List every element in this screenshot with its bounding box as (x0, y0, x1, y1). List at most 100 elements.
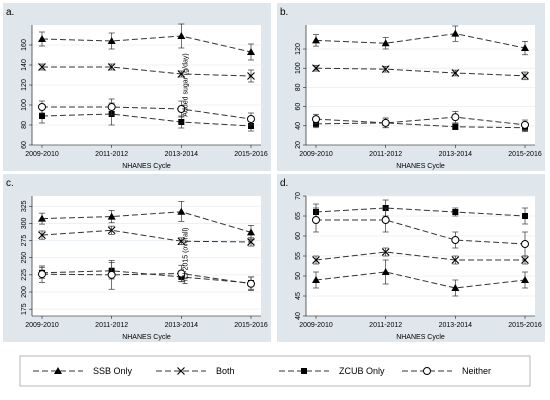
legend-label: ZCUB Only (339, 366, 385, 376)
series-line (42, 106, 252, 120)
data-point (107, 63, 116, 71)
data-point (521, 276, 529, 283)
y-tick-label: 55 (295, 252, 302, 260)
legend-item: ZCUB Only (279, 366, 385, 376)
x-tick-label: 2013-2014 (165, 322, 199, 329)
x-tick-label: 2011-2012 (95, 322, 128, 329)
legend-marker (301, 368, 307, 374)
legend: SSB Only Both ZCUB Only Neither (19, 355, 531, 387)
data-point (247, 48, 255, 55)
data-point (521, 120, 529, 129)
x-tick-label: 2009-2010 (25, 151, 59, 158)
series-line (315, 122, 526, 129)
data-point (178, 119, 185, 125)
x-tick-label: 2013-2014 (439, 151, 473, 158)
data-point (452, 209, 459, 215)
series-both (312, 247, 529, 265)
y-tick-label: 65 (295, 212, 302, 220)
chart-panel: 40 45 50 55 60 65 70 2009-2010 2011-2012 2013-201… (277, 174, 545, 342)
x-axis-title: NHANES Cycle (122, 163, 171, 170)
series-neither (312, 111, 529, 130)
legend-label: Both (216, 366, 235, 376)
data-point (107, 37, 116, 44)
data-point (451, 284, 460, 291)
data-point (381, 216, 390, 224)
y-tick-label: 140 (21, 59, 28, 71)
data-point (381, 118, 390, 127)
x-tick-label: 2011-2012 (369, 151, 402, 158)
data-point (451, 69, 460, 77)
series-both (312, 64, 529, 81)
data-point (521, 256, 529, 264)
y-tick-label: 80 (295, 83, 302, 91)
x-tick-label: 2011-2012 (369, 322, 402, 329)
data-point (177, 207, 186, 215)
y-tick-label: 70 (295, 192, 302, 200)
y-tick-label: 250 (21, 252, 28, 264)
series-line (315, 251, 525, 261)
y-tick-label: 100 (295, 62, 302, 74)
series-line (42, 66, 252, 77)
chart-panel: 20 40 60 80 100 120 2009-2010 2011-2012 2013-201… (277, 3, 545, 171)
data-point (312, 276, 320, 283)
x-tick-label: 2015-2016 (508, 151, 542, 158)
series-line (41, 211, 252, 233)
data-point (451, 236, 460, 244)
data-point (381, 268, 390, 275)
x-tick-label: 2013-2014 (439, 322, 473, 329)
series-neither (38, 98, 255, 126)
chart-panel: 60 80 100 120 140 160 2009-2010 2011-2012 2013-2… (3, 3, 271, 171)
data-point (247, 72, 255, 80)
series-line (315, 33, 526, 49)
series-line (315, 67, 526, 77)
y-tick-label: 200 (21, 286, 28, 298)
x-tick-label: 2009-2010 (25, 322, 59, 329)
data-point (107, 103, 116, 111)
plot-area (32, 196, 261, 316)
legend-marker (177, 367, 185, 375)
data-point (177, 32, 186, 39)
legend-label: SSB Only (93, 366, 133, 376)
data-point (312, 64, 320, 73)
data-point (107, 212, 116, 220)
legend-box (19, 355, 531, 387)
x-tick-label: 2015-2016 (234, 151, 268, 158)
chart-panel: 175 200 225 250 275 300 325 2009-2010 2011-2012 2… (3, 174, 271, 342)
y-tick-label: 40 (295, 312, 302, 320)
x-tick-label: 2015-2016 (234, 322, 268, 329)
data-point (381, 248, 390, 256)
legend-marker (54, 367, 62, 374)
data-point (38, 270, 46, 279)
y-tick-label: 40 (295, 122, 302, 130)
y-tick-label: 175 (21, 303, 28, 315)
y-tick-label: 60 (295, 232, 302, 240)
y-axis-title: Added sugar (g/day) (182, 53, 189, 116)
data-point (107, 270, 116, 279)
series-neither (312, 207, 529, 257)
x-tick-label: 2013-2014 (165, 151, 199, 158)
data-point (39, 113, 45, 119)
data-point (177, 237, 186, 246)
data-point (381, 65, 390, 74)
series-ssb-only (312, 259, 529, 297)
series-line (41, 229, 252, 243)
data-point (521, 44, 529, 52)
data-point (38, 63, 46, 71)
data-point (107, 226, 116, 235)
x-tick-label: 2015-2016 (508, 322, 542, 329)
y-tick-label: 160 (21, 39, 28, 51)
panel-label: b. (280, 7, 288, 18)
data-point (521, 240, 529, 248)
data-point (247, 279, 255, 288)
data-point (451, 113, 460, 122)
series-neither (38, 260, 255, 291)
y-tick-label: 60 (295, 103, 302, 111)
series-line (41, 35, 252, 53)
panel-label: a. (6, 7, 14, 18)
y-axis-title: HEI-2015 (overall) (182, 228, 189, 285)
series-ssb-only (38, 23, 255, 61)
y-tick-label: 120 (295, 43, 302, 55)
panel-label: c. (6, 178, 14, 189)
series-line (41, 272, 252, 285)
